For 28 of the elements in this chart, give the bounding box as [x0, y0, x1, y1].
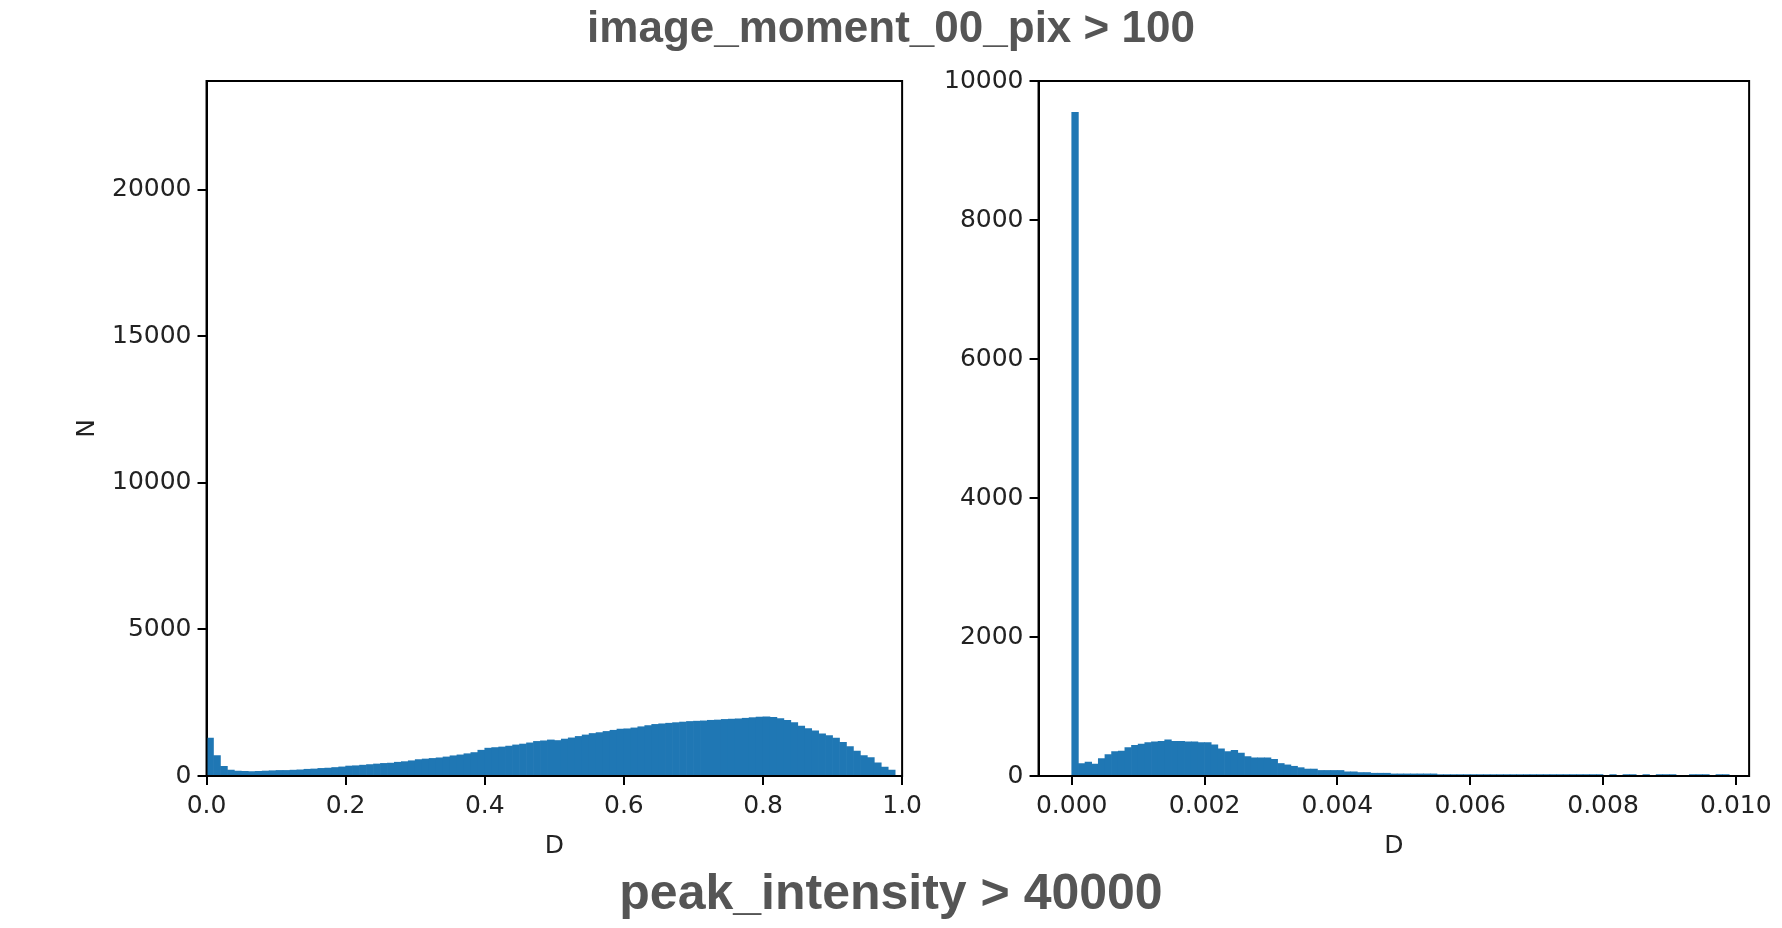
- y-tick-label: 0: [1007, 759, 1024, 789]
- y-axis-title: N: [70, 419, 100, 438]
- x-axis-title: D: [544, 829, 564, 859]
- x-tick-label: 0.008: [1567, 789, 1639, 819]
- x-tick-label: 0.004: [1301, 789, 1374, 819]
- x-tick-label: 0.4: [464, 789, 505, 819]
- x-tick-label: 0.000: [1035, 789, 1108, 819]
- chart-title: image_moment_00_pix > 100: [586, 2, 1196, 52]
- x-tick-label: 0.6: [604, 789, 644, 819]
- y-tick-label: 15000: [112, 319, 192, 349]
- x-axis-title: D: [1384, 829, 1404, 859]
- x-tick-label: 0.8: [743, 789, 783, 819]
- x-tick-label: 0.2: [325, 789, 366, 819]
- x-tick-label: 0.006: [1434, 789, 1506, 819]
- y-tick-label: 5000: [127, 612, 192, 642]
- y-tick-label: 8000: [959, 203, 1024, 233]
- y-tick-label: 10000: [944, 64, 1024, 94]
- y-tick-label: 6000: [959, 342, 1024, 372]
- y-tick-label: 2000: [959, 620, 1024, 650]
- y-tick-label: 0: [175, 759, 192, 789]
- x-tick-label: 0.010: [1700, 789, 1772, 819]
- x-tick-label: 0.0: [186, 789, 227, 819]
- y-tick-label: 4000: [959, 481, 1024, 511]
- y-tick-label: 20000: [112, 173, 192, 202]
- x-tick-label: 0.002: [1168, 789, 1241, 819]
- x-tick-label: 1.0: [882, 789, 922, 819]
- y-tick-label: 10000: [112, 466, 192, 496]
- text: peak_intensity > 40000: [618, 863, 1164, 921]
